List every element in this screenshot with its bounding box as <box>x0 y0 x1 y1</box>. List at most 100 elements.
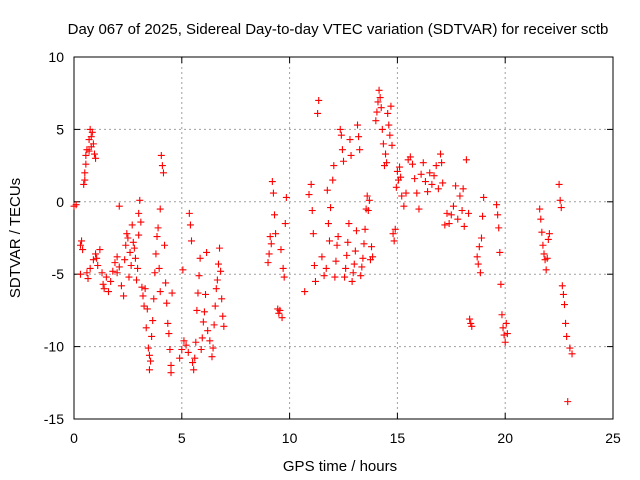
data-point <box>121 256 129 264</box>
data-point <box>266 233 274 241</box>
data-point <box>372 117 380 125</box>
data-point <box>559 290 567 298</box>
data-point <box>81 169 89 177</box>
data-point <box>156 205 164 213</box>
data-point <box>83 269 91 277</box>
data-point <box>111 259 119 267</box>
data-point <box>79 246 87 254</box>
data-point <box>140 302 148 310</box>
data-point <box>214 260 222 268</box>
data-point <box>375 86 383 94</box>
data-point <box>267 240 275 248</box>
data-point <box>459 185 467 193</box>
data-point <box>545 230 553 238</box>
data-point <box>280 273 288 281</box>
x-tick-label: 25 <box>605 430 621 446</box>
data-point <box>196 254 204 262</box>
data-point <box>72 201 80 209</box>
data-point <box>276 306 284 314</box>
data-point <box>542 266 550 274</box>
data-point <box>157 151 165 159</box>
data-point <box>198 334 206 342</box>
data-point <box>354 121 362 129</box>
data-point <box>277 246 285 254</box>
data-point <box>115 263 123 271</box>
data-point <box>543 254 551 262</box>
data-point <box>191 354 199 362</box>
data-point <box>190 366 198 374</box>
data-point <box>153 233 161 241</box>
data-point <box>159 169 167 177</box>
data-point <box>495 224 503 232</box>
data-point <box>368 243 376 251</box>
data-point <box>417 170 425 178</box>
data-point <box>268 178 276 186</box>
data-point <box>338 146 346 154</box>
data-point <box>217 267 225 275</box>
data-point <box>278 314 286 322</box>
data-point <box>152 250 160 258</box>
data-point <box>81 176 89 184</box>
data-point <box>141 285 149 293</box>
data-point <box>325 237 333 245</box>
data-point <box>208 353 216 361</box>
data-point <box>117 282 125 290</box>
data-point <box>158 162 166 170</box>
data-point <box>462 156 470 164</box>
data-point <box>305 191 313 199</box>
data-point <box>90 150 98 158</box>
y-axis: -15 -10 -5 0 5 10 <box>44 49 613 427</box>
data-point <box>301 288 309 296</box>
data-point <box>216 244 224 252</box>
data-point <box>437 150 445 158</box>
data-point <box>193 306 201 314</box>
data-point <box>135 209 143 217</box>
data-point <box>493 201 501 209</box>
data-point <box>124 234 132 242</box>
data-point <box>497 280 505 288</box>
data-point <box>113 253 121 261</box>
data-point <box>84 275 92 283</box>
data-point <box>163 299 171 307</box>
data-point <box>402 189 410 197</box>
data-point <box>447 211 455 219</box>
chart-title: Day 067 of 2025, Sidereal Day-to-day VTE… <box>68 21 609 38</box>
data-point <box>314 109 322 117</box>
x-tick-label: 0 <box>70 430 78 446</box>
data-point <box>128 221 136 229</box>
data-point <box>135 231 143 239</box>
data-point <box>449 202 457 210</box>
data-point <box>89 256 97 264</box>
data-point <box>162 279 170 287</box>
data-point <box>275 309 283 317</box>
data-point <box>149 317 157 325</box>
data-point <box>76 270 84 278</box>
x-tick-label: 15 <box>390 430 406 446</box>
data-point <box>307 180 315 188</box>
data-point <box>355 133 363 141</box>
data-point <box>145 351 153 359</box>
data-point <box>456 192 464 200</box>
data-point <box>333 241 341 249</box>
data-point <box>197 345 205 353</box>
data-point <box>182 341 190 349</box>
data-point <box>219 312 227 320</box>
data-point <box>426 169 434 177</box>
data-point <box>144 344 152 352</box>
data-point <box>204 327 212 335</box>
data-point <box>539 241 547 249</box>
data-point <box>363 192 371 200</box>
data-point <box>188 237 196 245</box>
data-point <box>465 209 473 217</box>
data-point <box>398 192 406 200</box>
data-point <box>180 337 188 345</box>
data-point <box>413 189 421 197</box>
data-point <box>147 357 155 365</box>
data-point <box>406 153 414 161</box>
data-point <box>320 272 328 280</box>
data-point <box>82 160 90 168</box>
data-point <box>452 182 460 190</box>
data-point <box>76 241 84 249</box>
y-tick-label: 5 <box>56 121 64 137</box>
data-point <box>143 305 151 313</box>
